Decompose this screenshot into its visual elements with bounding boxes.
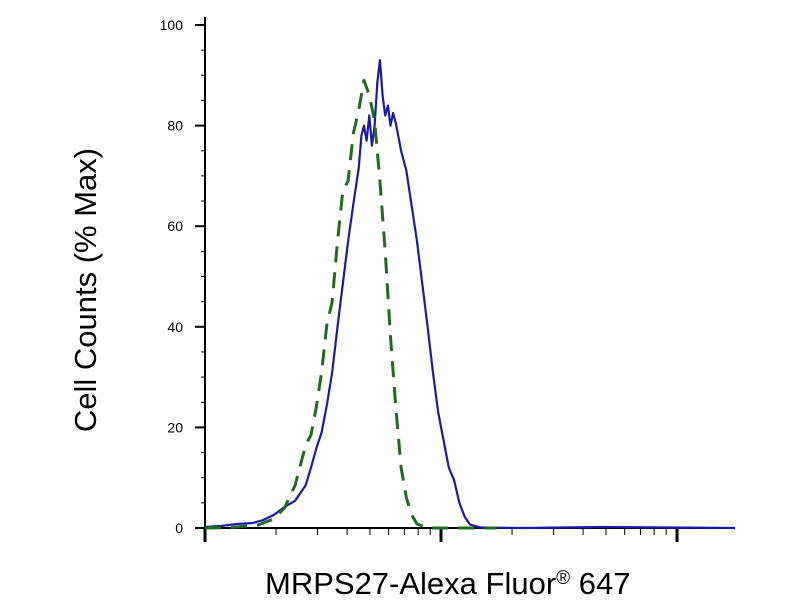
y-tick-label: 40 (167, 319, 183, 335)
y-tick-label: 20 (167, 419, 183, 435)
y-axis-title: Cell Counts (% Max) (68, 148, 103, 432)
x-axis-title-main: MRPS27-Alexa Fluor (265, 566, 556, 600)
y-tick-label: 100 (160, 17, 184, 33)
series-lines (204, 59, 736, 530)
dashed-series-line (204, 78, 497, 530)
x-axis-title-suffix: 647 (570, 566, 630, 600)
y-tick-label: 80 (167, 118, 183, 134)
y-tick-label: 0 (175, 520, 183, 536)
x-axis-title: MRPS27-Alexa Fluor® 647 (265, 566, 631, 600)
solid-series-line (204, 59, 736, 530)
x-axis-title-superscript: ® (556, 568, 570, 589)
y-tick-label: 60 (167, 218, 183, 234)
